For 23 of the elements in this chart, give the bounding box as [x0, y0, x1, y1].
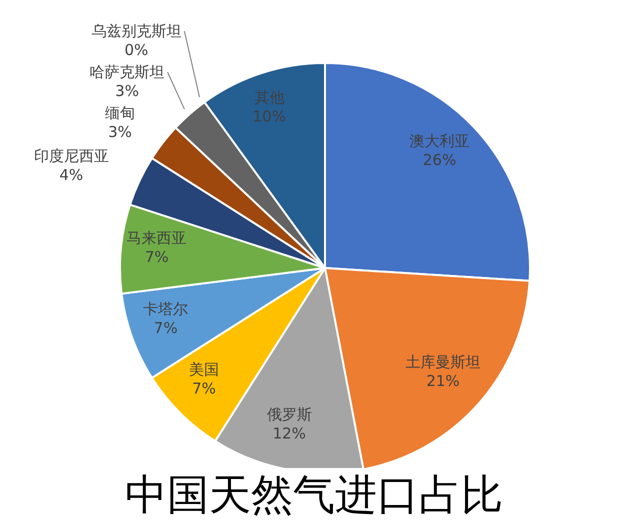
slice-label: 缅甸: [105, 104, 136, 122]
slice-label: 哈萨克斯坦: [90, 63, 165, 82]
data-label: 26%: [422, 151, 456, 170]
slice-label: 土库曼斯坦: [406, 352, 481, 371]
slice-label: 卡塔尔: [143, 300, 188, 318]
text: 中国天然气进口占比: [124, 469, 504, 521]
data-label: 4%: [59, 166, 84, 184]
data-label: 7%: [144, 248, 169, 266]
slice-label: 俄罗斯: [266, 406, 312, 424]
slice-label: 澳大利亚: [410, 132, 470, 150]
slice-label: 马来西亚: [126, 229, 187, 248]
text: 0%: [124, 41, 148, 60]
data-label: 7%: [154, 319, 178, 338]
slice-label: 其他: [254, 88, 284, 107]
data-label: 7%: [192, 379, 216, 398]
data-label: 10%: [252, 108, 286, 126]
data-label: 3%: [108, 123, 132, 142]
data-label: 3%: [115, 82, 139, 100]
data-label: 21%: [426, 372, 460, 390]
data-label: 12%: [272, 424, 306, 443]
category-label: 乌兹别克斯坦: [91, 22, 182, 40]
slice-label: 印度尼西亚: [34, 146, 109, 165]
slice-label: 美国: [189, 360, 220, 378]
